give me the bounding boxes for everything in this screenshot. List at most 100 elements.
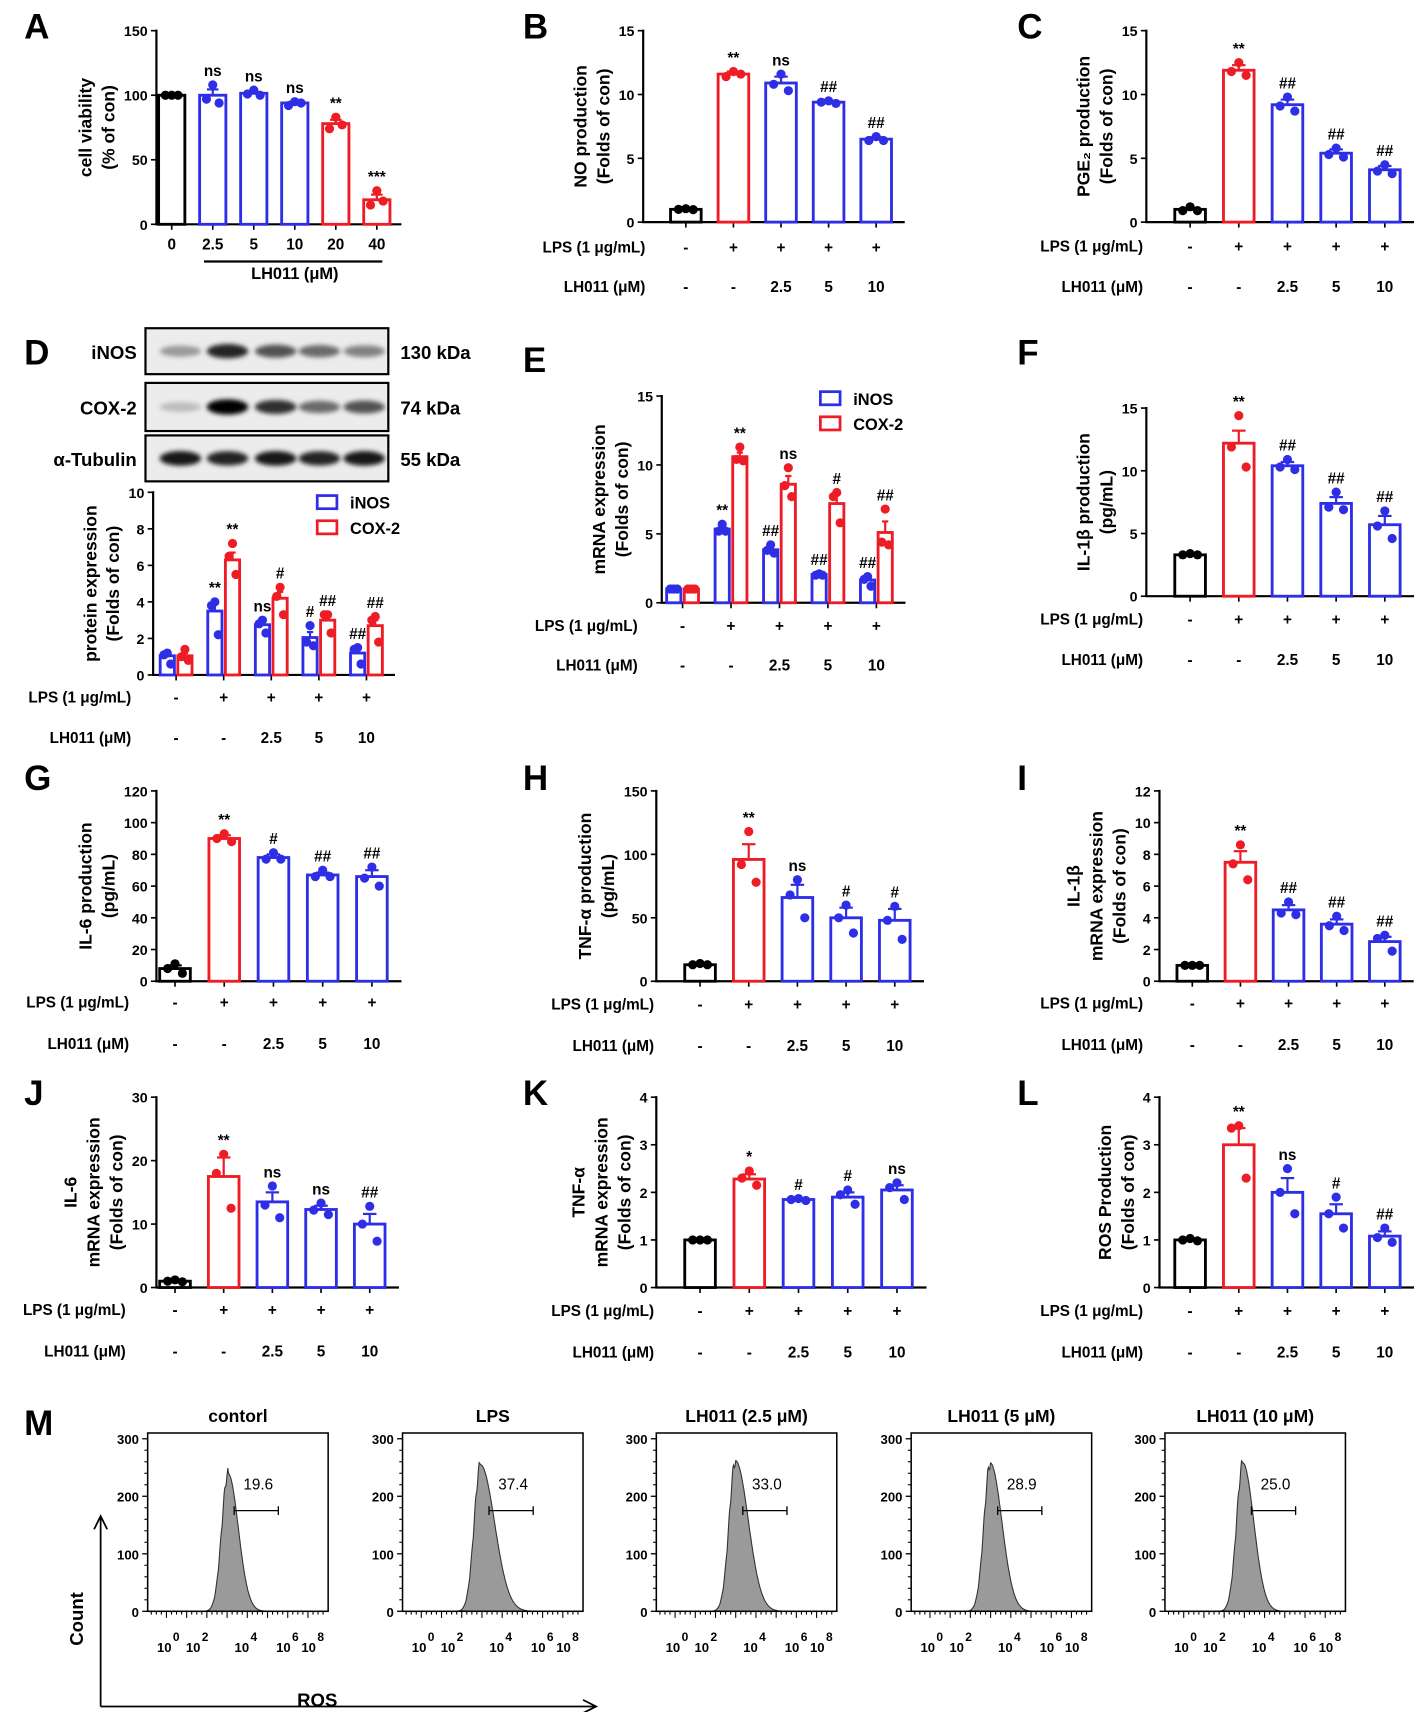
x-tick-exponent: 6 xyxy=(1309,1630,1316,1644)
significance-label: ## xyxy=(363,845,381,862)
data-point xyxy=(316,1198,326,1208)
data-point xyxy=(688,1235,698,1245)
y-axis-label: TNF-α production xyxy=(575,813,595,960)
data-point xyxy=(1291,910,1301,920)
data-point xyxy=(374,881,384,891)
lh011-row-label: LH011 (μM) xyxy=(47,1036,129,1053)
lps-value: + xyxy=(775,618,784,635)
lps-row-label: LPS (1 μg/mL) xyxy=(1040,1303,1143,1320)
data-point xyxy=(717,519,727,529)
y-tick-label: 300 xyxy=(626,1432,648,1447)
y-tick-label: 120 xyxy=(124,784,148,800)
significance-label: # xyxy=(276,566,285,583)
bar xyxy=(876,531,894,605)
x-tick-base: 10 xyxy=(1174,1640,1189,1655)
data-point xyxy=(1241,1173,1251,1183)
lh011-value: 2.5 xyxy=(261,730,283,747)
y-tick-label: 2 xyxy=(1143,1186,1151,1202)
y-tick-label: 0 xyxy=(140,975,148,991)
data-point xyxy=(892,1178,902,1188)
lps-row-label: LPS (1 μg/mL) xyxy=(551,1303,654,1320)
lh011-value: - xyxy=(221,730,226,747)
lh011-value: 5 xyxy=(1332,1037,1341,1054)
bar xyxy=(762,548,780,605)
x-tick-exponent: 8 xyxy=(826,1630,833,1644)
data-point xyxy=(835,1190,845,1200)
lps-row-label: LPS (1 μg/mL) xyxy=(543,240,646,257)
data-point xyxy=(728,66,739,77)
lh011-value: - xyxy=(698,1038,703,1055)
lh011-value: - xyxy=(728,658,733,675)
x-tick-base: 10 xyxy=(998,1640,1013,1655)
panel-c: C 0 5 10 15 PGE₂ production (Folds of con) ** ##… xyxy=(1017,7,1415,296)
y-tick-label: 0 xyxy=(640,1281,648,1297)
significance-label: ## xyxy=(319,593,337,610)
data-point xyxy=(309,1205,319,1215)
western-blot-inos: iNOS 130 kDa xyxy=(91,327,471,376)
data-point xyxy=(1339,925,1349,936)
significance-label: *** xyxy=(368,169,386,186)
significance-label: ns xyxy=(254,598,272,615)
x-tick-base: 10 xyxy=(1203,1640,1218,1655)
data-point xyxy=(1372,166,1383,176)
flow-histogram: LH011 (2.5 μM)01002003001001021041061083… xyxy=(626,1406,838,1655)
bar xyxy=(779,482,797,605)
data-point xyxy=(751,877,761,887)
data-point xyxy=(688,205,698,215)
lps-row-label: LPS (1 μg/mL) xyxy=(535,618,638,635)
data-point xyxy=(1192,550,1203,560)
y-tick-label: 15 xyxy=(1122,24,1138,40)
data-point xyxy=(1275,462,1285,472)
panel-letter: I xyxy=(1017,759,1027,798)
y-tick-label: 10 xyxy=(132,1218,148,1234)
panel-letter: G xyxy=(24,759,51,798)
lh011-row-label: LH011 (μM) xyxy=(573,1038,655,1055)
significance-label: ## xyxy=(762,523,780,540)
lps-value: + xyxy=(1380,239,1389,256)
lps-value: + xyxy=(892,1303,901,1320)
bar xyxy=(198,93,228,226)
panel-f: F 0 5 10 15 IL-1β production (pg/mL) ** ## ## ## LP… xyxy=(1017,333,1415,669)
blot-kda-label: 130 kDa xyxy=(400,342,471,363)
lps-value: - xyxy=(680,618,685,635)
lh011-value: - xyxy=(1236,1345,1241,1362)
lps-value: + xyxy=(1332,996,1341,1013)
y-axis-label: (Folds of con) xyxy=(1110,828,1130,944)
y-tick-label: 200 xyxy=(881,1490,903,1505)
bar xyxy=(683,1238,717,1289)
y-axis-label: (Folds of con) xyxy=(1096,69,1116,185)
bar xyxy=(1270,1190,1305,1289)
significance-label: ns xyxy=(204,63,222,80)
data-point xyxy=(1332,911,1342,921)
data-point xyxy=(1372,1232,1383,1243)
y-tick-label: 40 xyxy=(132,911,148,927)
significance-label: ## xyxy=(877,487,895,504)
y-tick-label: 300 xyxy=(372,1432,394,1447)
data-point xyxy=(1195,960,1205,970)
y-tick-label: 15 xyxy=(1122,402,1138,418)
bar xyxy=(206,1175,241,1289)
y-tick-label: 100 xyxy=(881,1547,903,1562)
lh011-value: 2.5 xyxy=(769,658,791,675)
x-tick-exponent: 4 xyxy=(1268,1630,1275,1644)
data-point xyxy=(372,186,382,196)
y-tick-label: 300 xyxy=(1134,1432,1156,1447)
data-point xyxy=(736,69,746,79)
x-tick-exponent: 6 xyxy=(292,1630,299,1644)
significance-label: ## xyxy=(1376,489,1394,506)
y-tick-label: 10 xyxy=(1135,816,1151,832)
lh011-value: 2.5 xyxy=(770,279,792,296)
data-point xyxy=(752,1180,762,1190)
x-tick-base: 10 xyxy=(920,1640,935,1655)
lps-value: + xyxy=(843,1303,852,1320)
histogram-title: LPS xyxy=(476,1406,510,1426)
data-point xyxy=(1324,1209,1334,1219)
bar xyxy=(207,837,241,983)
lh011-value: - xyxy=(1188,279,1193,296)
y-tick-label: 2 xyxy=(640,1186,648,1202)
data-point xyxy=(871,132,881,142)
data-point xyxy=(1185,548,1195,559)
bar xyxy=(206,609,224,677)
data-point xyxy=(1324,921,1334,931)
lps-value: + xyxy=(1332,1303,1341,1320)
